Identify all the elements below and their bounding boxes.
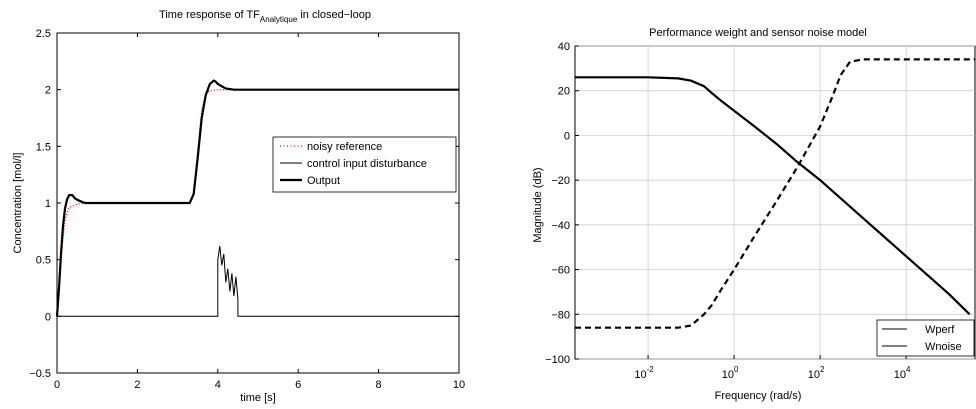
- chart1-y-tick-label: 1.5: [36, 141, 51, 153]
- chart1-series: [55, 79, 459, 317]
- chart2-x-tick-label: 10-2: [634, 365, 654, 381]
- chart2-legend: Wperf Wnoise: [876, 319, 975, 357]
- chart2-y-axis: −100 −80 −60 −40 −20 0 20 40: [545, 41, 579, 366]
- chart1-x-tick-label: 10: [453, 379, 465, 391]
- chart2-series-wperf: [575, 76, 971, 316]
- chart1-y-axis: −0.5 0 0.5 1 1.5 2 2.5: [29, 28, 459, 380]
- chart2-y-tick-label: −100: [545, 354, 570, 366]
- chart1-x-label: time [s]: [240, 392, 275, 404]
- chart1-x-tick-label: 0: [54, 379, 60, 391]
- chart2-y-tick-label: 20: [558, 86, 570, 98]
- chart2-x-tick-label: 100: [722, 365, 739, 381]
- chart1-legend-label-output: Output: [307, 175, 340, 187]
- weight-noise-chart: Performance weight and sensor noise mode…: [532, 27, 976, 402]
- chart1-legend-box: [272, 136, 457, 193]
- chart1-y-tick-label: −0.5: [29, 368, 51, 380]
- chart2-y-tick-label: −80: [551, 309, 570, 321]
- chart1-series-output: [55, 79, 459, 317]
- chart2-y-tick-label: 40: [558, 41, 570, 53]
- chart1-title: Time response of TFAnalytique in closed−…: [159, 9, 371, 24]
- chart2-x-tick-base: 10: [894, 369, 906, 381]
- chart2-legend-label-wnoise: Wnoise: [925, 341, 962, 353]
- chart2-x-tick-label: 102: [808, 365, 825, 381]
- chart1-x-tick-label: 4: [215, 379, 221, 391]
- chart1-y-label: Concentration [mol/l]: [12, 153, 24, 254]
- chart2-x-tick-exponent: 4: [906, 365, 911, 374]
- chart2-x-axis: 10-2 100 102 104: [634, 355, 911, 381]
- chart1-y-tick-label: 0.5: [36, 255, 51, 267]
- chart2-y-tick-label: −40: [551, 220, 570, 232]
- chart2-y-tick-label: −20: [551, 175, 570, 187]
- chart1-y-tick-label: 1: [45, 198, 51, 210]
- chart2-x-tick-exponent: 2: [820, 365, 825, 374]
- chart1-title-subscript: Analytique: [260, 15, 298, 24]
- chart2-legend-box: [876, 319, 975, 357]
- chart2-x-tick-exponent: -2: [647, 365, 655, 374]
- time-response-chart: Time response of TFAnalytique in closed−…: [12, 9, 465, 404]
- chart1-y-tick-label: 2.5: [36, 28, 51, 40]
- chart2-y-tick-label: 0: [564, 130, 570, 142]
- chart1-series-control-input-disturbance: [57, 246, 459, 317]
- chart2-x-tick-base: 10: [722, 369, 734, 381]
- chart1-legend-label-noisy-reference: noisy reference: [307, 141, 382, 153]
- chart2-series: [575, 58, 975, 329]
- chart2-y-tick-label: −60: [551, 265, 570, 277]
- chart1-x-axis: 0 2 4 6 8 10: [54, 33, 465, 391]
- chart2-grid: [575, 45, 975, 360]
- chart1-x-tick-label: 2: [134, 379, 140, 391]
- chart1-x-tick-label: 8: [376, 379, 382, 391]
- chart2-x-tick-label: 104: [894, 365, 911, 381]
- chart2-legend-label-wperf: Wperf: [925, 324, 955, 336]
- chart1-y-tick-label: 2: [45, 85, 51, 97]
- chart1-y-tick-label: 0: [45, 311, 51, 323]
- chart2-x-label: Frequency (rad/s): [715, 390, 802, 402]
- chart2-y-label: Magnitude (dB): [532, 167, 544, 242]
- chart1-legend-label-disturbance: control input disturbance: [307, 158, 427, 170]
- chart1-x-tick-label: 6: [295, 379, 301, 391]
- chart2-x-tick-base: 10: [808, 369, 820, 381]
- chart2-title: Performance weight and sensor noise mode…: [649, 27, 867, 39]
- chart1-title-main: Time response of TF: [159, 9, 260, 21]
- chart2-x-tick-base: 10: [634, 369, 646, 381]
- chart2-x-tick-exponent: 0: [734, 365, 739, 374]
- chart2-series-wnoise: [575, 58, 975, 329]
- chart1-title-tail: in closed−loop: [297, 9, 371, 21]
- chart1-legend: noisy reference control input disturbanc…: [272, 136, 457, 193]
